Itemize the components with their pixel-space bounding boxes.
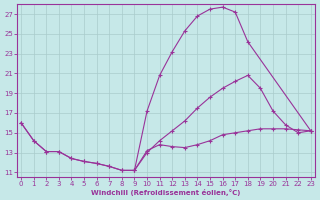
X-axis label: Windchill (Refroidissement éolien,°C): Windchill (Refroidissement éolien,°C) xyxy=(91,189,241,196)
